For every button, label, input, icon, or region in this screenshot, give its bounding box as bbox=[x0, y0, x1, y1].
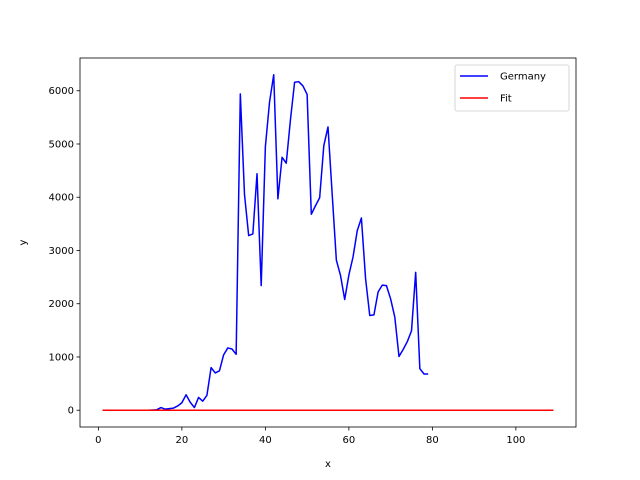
y-tick-label: 3000 bbox=[49, 246, 74, 257]
y-ticks: 0 1000 2000 3000 4000 5000 6000 bbox=[49, 86, 80, 417]
x-tick-label: 0 bbox=[95, 435, 101, 446]
x-tick-label: 80 bbox=[426, 435, 439, 446]
axes-frame bbox=[79, 57, 577, 428]
y-tick-label: 0 bbox=[68, 406, 74, 417]
x-tick-label: 40 bbox=[259, 435, 272, 446]
y-tick-label: 6000 bbox=[49, 86, 74, 97]
y-tick-label: 5000 bbox=[49, 139, 74, 150]
x-tick-label: 60 bbox=[343, 435, 356, 446]
plot-area bbox=[80, 58, 576, 427]
legend: Germany Fit bbox=[454, 64, 570, 112]
legend-label-germany: Germany bbox=[500, 72, 546, 83]
x-ticks: 0 20 40 60 80 100 bbox=[95, 427, 525, 446]
x-tick-label: 20 bbox=[176, 435, 189, 446]
y-tick-label: 2000 bbox=[49, 299, 74, 310]
x-axis-label: x bbox=[325, 459, 331, 470]
series-layer bbox=[102, 74, 554, 411]
y-tick-label: 1000 bbox=[49, 352, 74, 363]
y-tick-label: 4000 bbox=[49, 193, 74, 204]
legend-label-fit: Fit bbox=[500, 94, 512, 105]
y-axis-label: y bbox=[18, 239, 29, 245]
x-tick-label: 100 bbox=[506, 435, 525, 446]
